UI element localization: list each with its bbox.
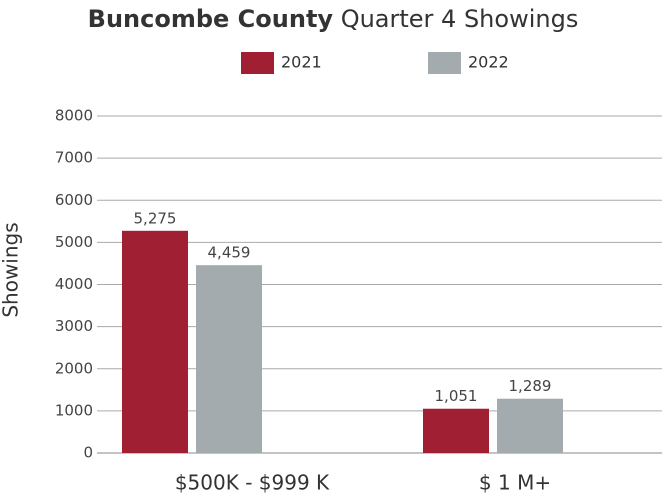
y-tick-label: 7000 [55, 149, 93, 167]
y-tick-label: 6000 [55, 191, 93, 209]
title-bold: Buncombe County [88, 5, 334, 33]
y-tick-label: 0 [83, 444, 93, 462]
bar [196, 265, 262, 453]
y-tick-label: 8000 [55, 107, 93, 125]
y-tick-label: 4000 [55, 275, 93, 293]
y-axis-label: Showings [0, 222, 23, 317]
y-tick-label: 2000 [55, 359, 93, 377]
bar [122, 230, 188, 453]
data-label: 4,459 [208, 244, 251, 262]
legend-label: 2021 [281, 53, 322, 72]
data-label: 5,275 [134, 209, 177, 227]
data-label: 1,289 [509, 377, 552, 395]
legend-label: 2022 [468, 53, 509, 72]
x-tick-label: $ 1 M+ [479, 471, 551, 495]
y-tick-label: 3000 [55, 317, 93, 335]
chart-title: Buncombe County Quarter 4 Showings [88, 5, 579, 33]
title-regular: Quarter 4 Showings [341, 5, 579, 33]
data-label: 1,051 [435, 387, 478, 405]
y-tick-label: 5000 [55, 233, 93, 251]
y-tick-label: 1000 [55, 401, 93, 419]
bar [497, 398, 563, 453]
legend-swatch [428, 52, 461, 74]
bar [423, 408, 489, 453]
legend-swatch [241, 52, 274, 74]
x-tick-label: $500K - $999 K [175, 471, 330, 495]
